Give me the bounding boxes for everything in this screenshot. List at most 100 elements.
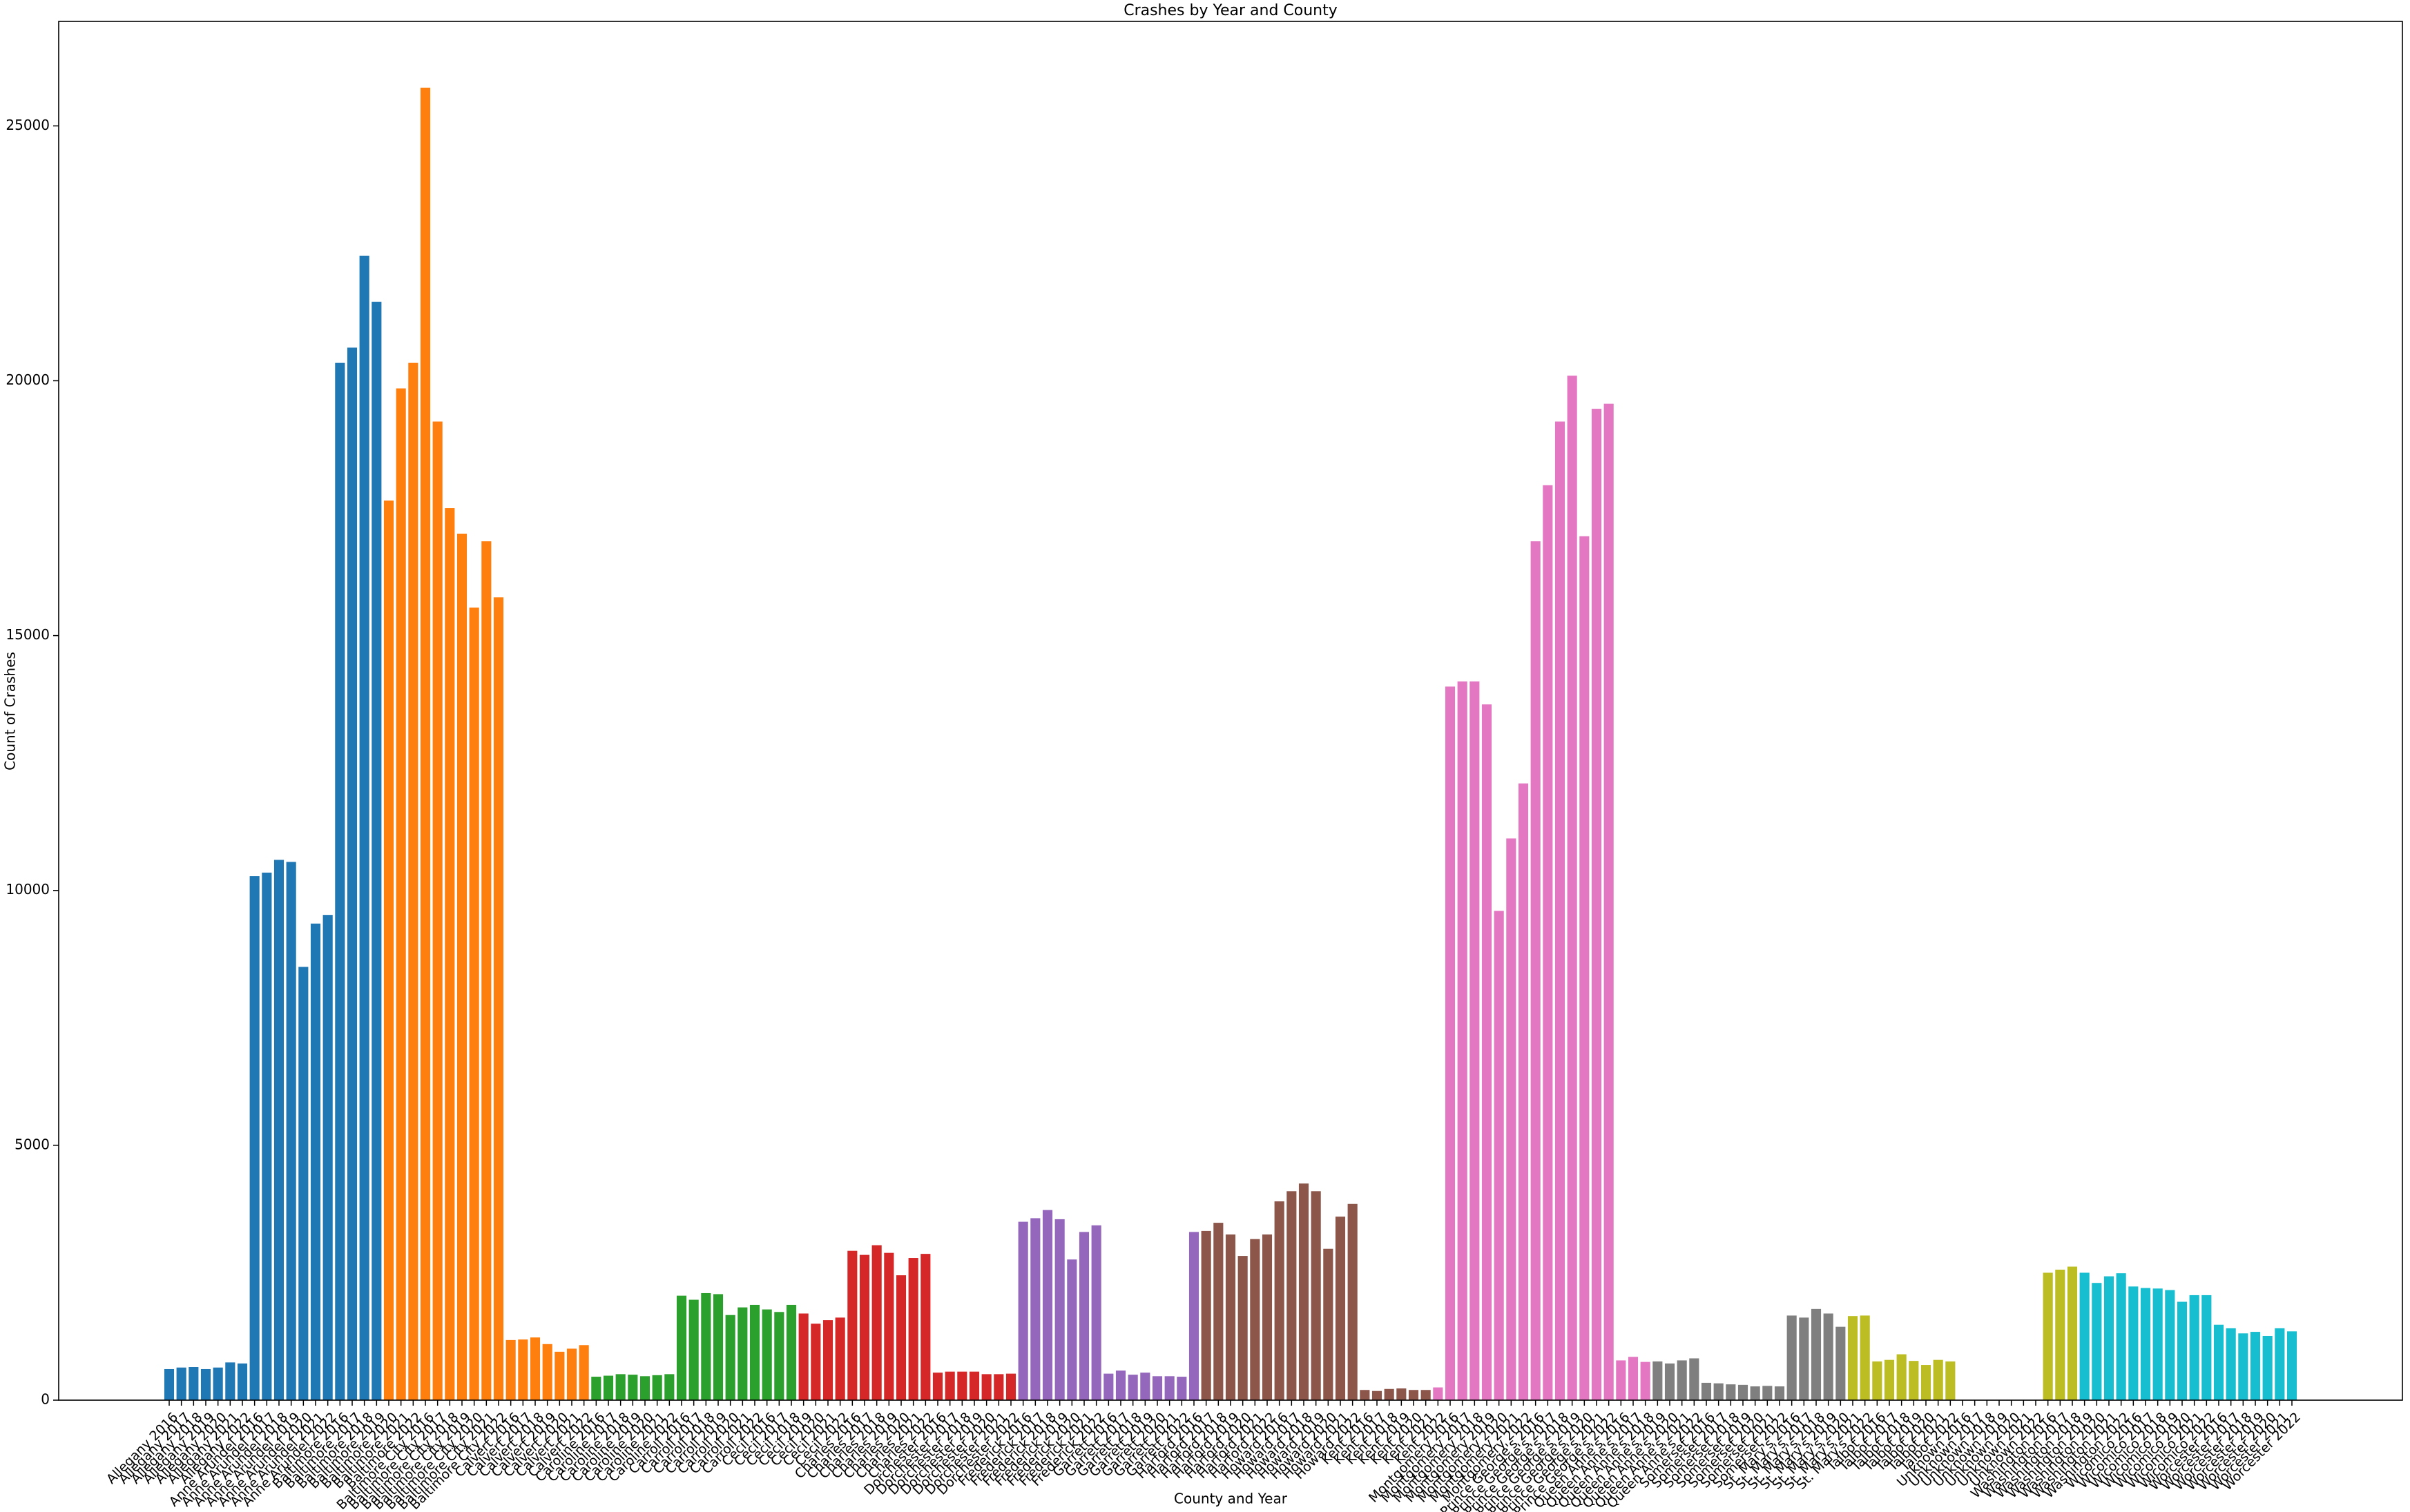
bar [1188,1232,1199,1400]
bar [1140,1373,1150,1400]
bar [1713,1383,1724,1400]
bar [835,1317,845,1400]
bar [1835,1326,1846,1400]
bar [372,302,382,1400]
bar [2286,1331,2297,1400]
bar [774,1312,784,1400]
bar [1481,704,1492,1400]
plot-frame [58,21,2403,1401]
x-axis-label: County and Year [1174,1491,1288,1507]
bar [1005,1373,1016,1400]
y-tick-label: 0 [41,1391,50,1408]
bar [896,1275,907,1400]
bar [1872,1361,1882,1400]
bar [945,1371,955,1400]
bar [615,1374,626,1400]
bar [1494,911,1504,1400]
bar [1030,1218,1041,1400]
bar [249,876,260,1400]
bar [1445,686,1456,1400]
bar [189,1367,199,1400]
bar [347,347,358,1400]
bar [652,1375,662,1400]
bar [1640,1361,1650,1400]
y-tick-label: 20000 [6,371,50,388]
bar [542,1344,552,1400]
bar [957,1371,967,1400]
bar [639,1376,650,1400]
bar [1920,1365,1931,1400]
bar [555,1351,565,1400]
bar [701,1292,711,1400]
bar [603,1375,614,1400]
bar [1360,1390,1370,1400]
bar [445,508,455,1400]
bar [664,1374,675,1400]
bar [2250,1332,2261,1400]
bar [1091,1225,1101,1400]
bar [920,1254,931,1400]
bar [2116,1273,2126,1400]
bar [1347,1203,1358,1400]
bar [396,388,406,1400]
bar [1237,1256,1248,1400]
bar [1701,1382,1712,1400]
bar [1591,409,1602,1400]
bar [1128,1375,1138,1400]
bar [994,1374,1004,1400]
bar [408,362,418,1400]
bar [1201,1230,1211,1400]
y-axis-label: Count of Crashes [2,652,19,770]
bar [1335,1217,1346,1400]
bar [884,1252,894,1400]
bar [1554,421,1565,1400]
bar [1152,1376,1163,1400]
bar [1164,1376,1175,1400]
bar [1298,1183,1309,1400]
bar [811,1324,821,1400]
bar [628,1375,638,1400]
bar [1067,1259,1077,1400]
bar [1286,1191,1297,1400]
bar [1652,1361,1663,1400]
bar [1530,541,1541,1400]
bar [676,1295,687,1400]
bar [2201,1295,2212,1400]
bar [1115,1370,1126,1400]
bar [237,1363,248,1400]
bar [1860,1315,1870,1400]
bar [786,1304,797,1400]
bar [2140,1288,2151,1400]
bar [2043,1272,2053,1400]
bar [1323,1248,1333,1400]
bar [530,1337,541,1400]
bar [762,1309,772,1400]
bar [1250,1239,1260,1400]
bar [1933,1359,1943,1400]
bar [176,1367,186,1400]
bar [335,362,345,1400]
bar [969,1371,980,1400]
bar [420,87,431,1400]
bar [505,1339,516,1400]
bar [1847,1316,1858,1400]
bar [456,533,467,1400]
chart-title: Crashes by Year and County [1124,2,1338,19]
bar [200,1368,211,1400]
bar [2079,1272,2090,1400]
bar [286,862,296,1400]
bar [2177,1301,2188,1400]
bar [2275,1328,2285,1400]
bar [1616,1360,1626,1400]
bar [822,1320,833,1400]
bar [1750,1386,1760,1400]
bar [725,1315,735,1400]
bar [591,1377,601,1400]
bar [298,967,309,1400]
bar [1103,1373,1114,1400]
bar [273,860,285,1400]
y-tick-label: 25000 [6,117,50,133]
bar [2226,1328,2236,1400]
bar [1689,1358,1699,1400]
